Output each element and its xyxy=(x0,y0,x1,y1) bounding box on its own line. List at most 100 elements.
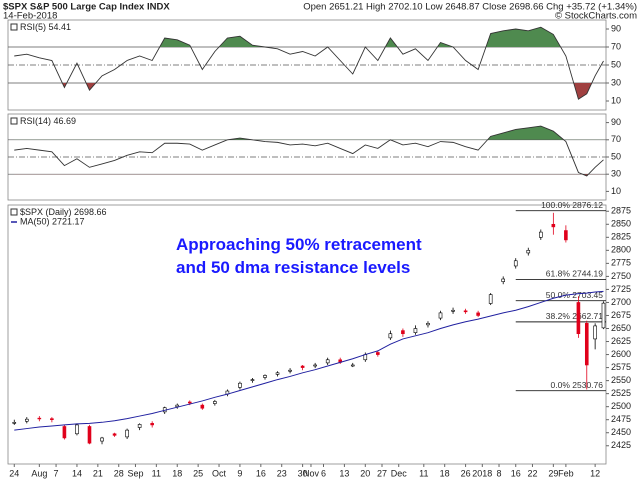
y-tick-label: 90 xyxy=(611,117,621,127)
x-tick-label: 11 xyxy=(152,468,161,478)
y-tick-label: 50 xyxy=(611,151,621,161)
x-tick-label: 23 xyxy=(277,468,287,478)
candle-body xyxy=(150,423,154,426)
legend-swatch xyxy=(10,208,18,216)
x-tick-label: 30 xyxy=(298,468,308,478)
y-tick-label: 2875 xyxy=(611,206,631,216)
chart-date: 14-Feb-2018 xyxy=(3,11,57,22)
x-tick-label: 29 xyxy=(548,468,558,478)
x-tick-label: Aug xyxy=(31,468,47,478)
candle-body xyxy=(175,404,180,407)
candle-body xyxy=(413,328,418,333)
candle-body xyxy=(539,231,543,238)
chart-title: $SPX S&P 500 Large Cap Index INDX xyxy=(3,2,170,13)
x-tick-label: 21 xyxy=(93,468,103,478)
y-tick-label: 10 xyxy=(611,186,621,196)
x-tick-label: 14 xyxy=(72,468,82,478)
candle-body xyxy=(325,359,330,364)
candle-body xyxy=(125,429,129,438)
y-tick-label: 2600 xyxy=(611,349,631,359)
x-tick-label: 16 xyxy=(511,468,521,478)
y-tick-label: 2525 xyxy=(611,388,631,398)
x-tick-label: Oct xyxy=(212,468,227,478)
y-tick-label: 70 xyxy=(611,41,621,51)
x-tick-label: 8 xyxy=(497,468,502,478)
x-tick-label: 20 xyxy=(360,468,370,478)
x-tick-label: 18 xyxy=(440,468,450,478)
candle-body xyxy=(112,433,117,436)
quote: Open 2651.21 High 2702.10 Low 2648.87 Cl… xyxy=(303,2,637,13)
candle-body xyxy=(513,260,518,267)
x-tick-label: 13 xyxy=(339,468,349,478)
candle-body xyxy=(187,401,192,404)
candle-body xyxy=(526,250,531,254)
fib-label: 50.0% 2703.45 xyxy=(546,290,603,300)
x-tick-label: 16 xyxy=(256,468,266,478)
x-tick-label: 26 xyxy=(461,468,471,478)
candle-body xyxy=(451,309,455,312)
x-tick-label: 9 xyxy=(237,468,242,478)
candle-body xyxy=(463,310,468,313)
x-tick-label: Dec xyxy=(391,468,408,478)
annotation: and 50 dma resistance levels xyxy=(176,258,410,277)
y-tick-label: 10 xyxy=(611,95,621,105)
x-tick-label: 6 xyxy=(321,468,326,478)
x-tick-label: 11 xyxy=(419,468,428,478)
y-tick-label: 2725 xyxy=(611,284,631,294)
candle-body xyxy=(137,424,142,428)
x-tick-label: 7 xyxy=(54,468,59,478)
annotation: Approaching 50% retracement xyxy=(176,235,422,254)
y-tick-label: 2450 xyxy=(611,427,631,437)
candle-body xyxy=(593,325,597,340)
rsi-line xyxy=(14,125,604,177)
y-tick-label: 50 xyxy=(611,59,621,69)
x-tick-label: 12 xyxy=(590,468,600,478)
candle-body xyxy=(288,369,292,372)
overbought-fill xyxy=(227,126,564,140)
overbought-fill xyxy=(14,27,604,47)
candle-body xyxy=(213,401,217,404)
x-tick-label: 27 xyxy=(377,468,387,478)
candle-body xyxy=(438,312,443,319)
candle-body xyxy=(200,404,205,409)
candle-body xyxy=(313,364,317,367)
y-tick-label: 2800 xyxy=(611,245,631,255)
candle-body xyxy=(426,322,430,326)
candle-body xyxy=(576,302,581,335)
candle-body xyxy=(401,330,405,335)
candle-body xyxy=(275,372,280,375)
legend-label: RSI(5) 54.41 xyxy=(20,22,71,32)
candle-body xyxy=(476,312,480,316)
y-tick-label: 70 xyxy=(611,134,621,144)
legend-label: RSI(14) 46.69 xyxy=(20,116,76,126)
candle-body xyxy=(501,278,505,282)
x-tick-label: 2018 xyxy=(472,468,492,478)
legend-swatch xyxy=(10,117,18,125)
x-tick-label: 28 xyxy=(114,468,124,478)
candle-body xyxy=(37,417,42,420)
y-tick-label: 2700 xyxy=(611,297,631,307)
y-tick-label: 2650 xyxy=(611,323,631,333)
y-tick-label: 2775 xyxy=(611,258,631,268)
fib-label: 38.2% 2662.71 xyxy=(546,311,603,321)
candle-body xyxy=(50,418,54,421)
x-tick-label: Nov xyxy=(303,468,320,478)
y-tick-label: 2550 xyxy=(611,375,631,385)
y-tick-label: 2825 xyxy=(611,232,631,242)
candle-body xyxy=(388,333,393,339)
moving-average xyxy=(14,290,604,431)
x-tick-label: 22 xyxy=(527,468,537,478)
x-tick-label: 24 xyxy=(9,468,19,478)
legend-label: $SPX (Daily) 2698.66 xyxy=(20,207,107,217)
candle-body xyxy=(263,375,267,378)
y-tick-label: 2425 xyxy=(611,440,631,450)
x-tick-label: 18 xyxy=(172,468,182,478)
y-tick-label: 2625 xyxy=(611,336,631,346)
y-tick-label: 2750 xyxy=(611,271,631,281)
candle-body xyxy=(488,294,493,304)
candle-body xyxy=(87,426,92,444)
candle-body xyxy=(62,426,67,439)
candle-body xyxy=(100,437,104,442)
y-tick-label: 2475 xyxy=(611,414,631,424)
